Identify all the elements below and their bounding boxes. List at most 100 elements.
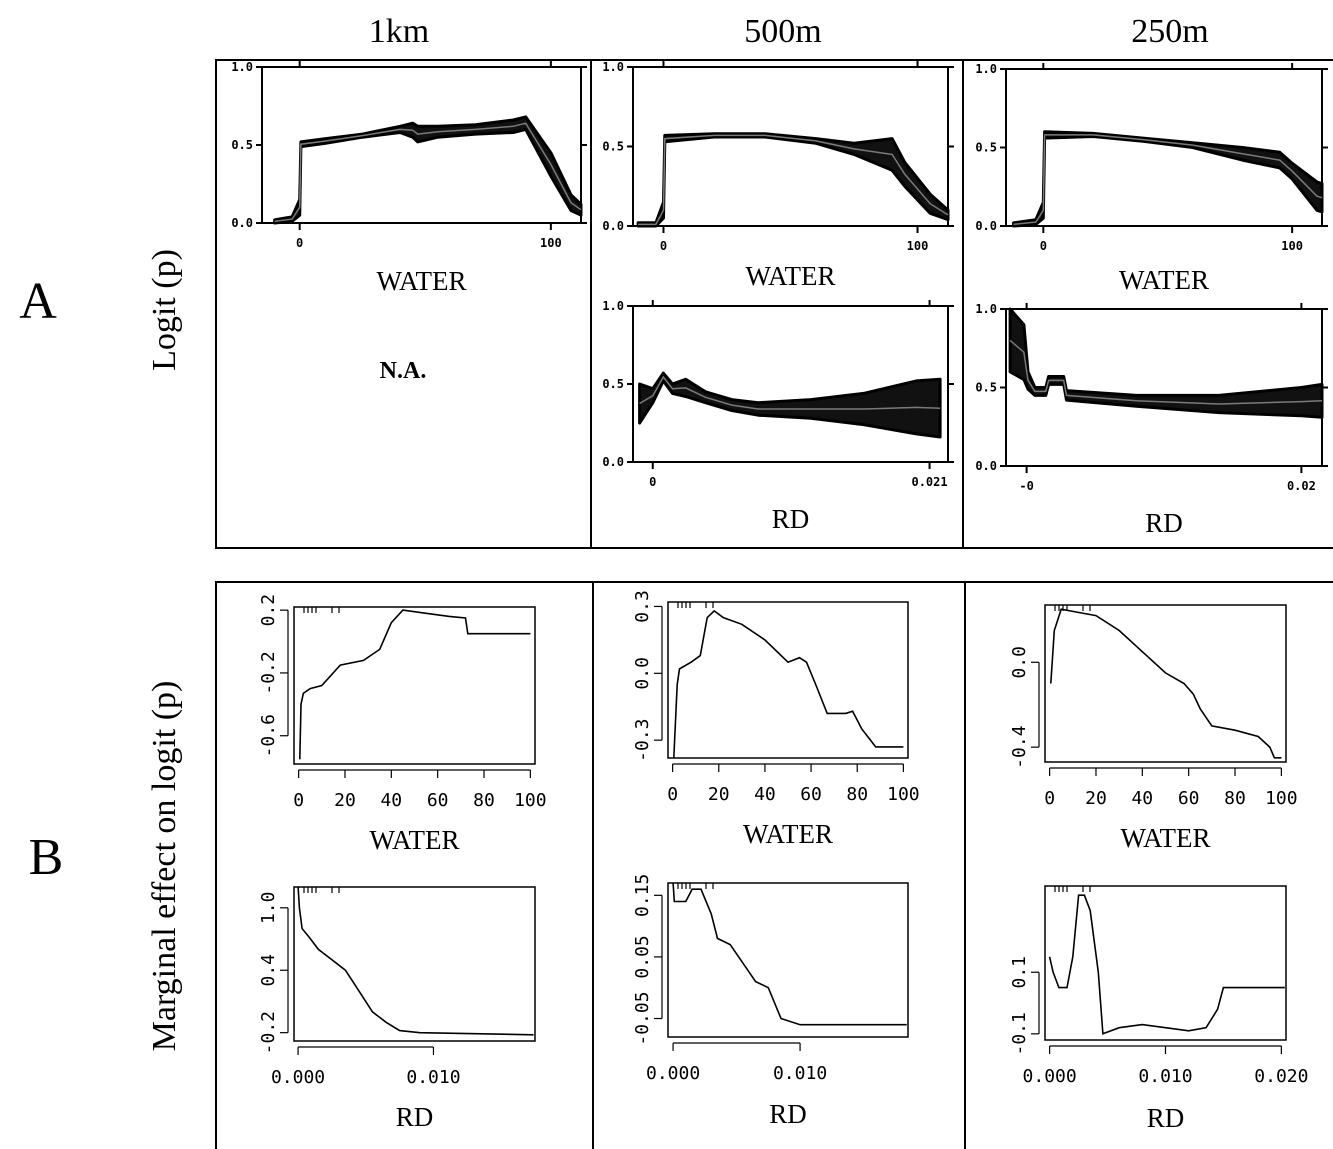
y-tick-label: 0.3: [632, 590, 653, 623]
plot-frame: [293, 886, 536, 1042]
row-b-ylabel: Marginal effect on logit (p): [146, 681, 183, 1052]
x-axis-label: WATER: [1121, 823, 1211, 853]
x-tick-label: 0: [660, 239, 667, 253]
x-tick-label: 0: [649, 475, 656, 489]
row-letter-b: B: [29, 829, 64, 886]
column-header-250m: 250m: [1131, 13, 1208, 50]
y-tick-label: 0.0: [975, 459, 997, 473]
x-tick-label: 80: [473, 790, 495, 811]
x-tick-label: 0.020: [1254, 1066, 1308, 1087]
y-tick-label: 1.0: [975, 62, 997, 76]
x-tick-label: 0.010: [406, 1067, 460, 1088]
x-tick-label: 20: [1085, 788, 1107, 809]
plot-frame: [1044, 604, 1287, 763]
x-tick-label: 0.02: [1287, 479, 1316, 493]
x-tick-label: 60: [800, 784, 822, 805]
chart-b-1km-water: -0.6 -0.2 0.2 0 20 40 60 80 100 WATER: [258, 594, 547, 855]
plot-frame: [293, 606, 536, 765]
y-tick-label: 0.0: [1009, 646, 1030, 679]
y-tick-label: 0.0: [602, 219, 624, 233]
y-tick-label: 0.0: [602, 455, 624, 469]
x-tick-label: 0: [293, 790, 304, 811]
x-tick-label: 0: [667, 784, 678, 805]
plot-frame: [1005, 308, 1323, 467]
ci-band: [273, 115, 583, 225]
y-tick-label: -0.3: [632, 718, 653, 761]
y-tick-label: 0.0: [975, 219, 997, 233]
row-letter-a: A: [19, 273, 57, 330]
x-axis-label: WATER: [370, 825, 460, 855]
x-axis-label: RD: [772, 504, 810, 534]
x-tick-label: 60: [1178, 788, 1200, 809]
x-tick-label: 40: [1131, 788, 1153, 809]
y-tick-label: 0.0: [632, 657, 653, 690]
x-tick-label: 100: [907, 239, 929, 253]
y-tick-label: -0.1: [1009, 1012, 1030, 1055]
x-tick-label: 100: [514, 790, 547, 811]
y-tick-label: -0.2: [258, 651, 279, 694]
x-tick-label: 80: [846, 784, 868, 805]
series-line: [299, 609, 531, 760]
series-line: [1048, 894, 1285, 1035]
y-tick-label: -0.6: [258, 714, 279, 757]
chart-a-250m-rd: 0.0 0.5 1.0 -0 0.02 RD: [975, 302, 1328, 538]
x-axis-label: RD: [1147, 1103, 1185, 1133]
chart-b-500m-water: -0.3 0.0 0.3 0 20 40 60 80 100 WATER: [632, 590, 920, 849]
y-tick-label: 0.5: [231, 138, 253, 152]
median-line: [1013, 134, 1323, 226]
y-tick-label: -0.05: [632, 991, 653, 1045]
y-tick-label: -0.4: [1009, 725, 1030, 768]
x-tick-label: 40: [754, 784, 776, 805]
ci-band: [1012, 130, 1324, 228]
na-text: N.A.: [380, 358, 427, 384]
y-tick-label: 1.0: [602, 60, 624, 74]
plot-frame: [1005, 68, 1323, 227]
x-axis-label: RD: [1145, 508, 1183, 538]
y-tick-label: 0.15: [632, 874, 653, 917]
x-axis-label: WATER: [1119, 265, 1209, 295]
column-header-500m: 500m: [744, 13, 821, 50]
x-axis-label: WATER: [746, 261, 836, 291]
plot-frame: [667, 882, 909, 1038]
x-tick-label: 0.000: [1023, 1066, 1077, 1087]
row-a-frame: [215, 59, 1333, 549]
x-tick-label: 60: [427, 790, 449, 811]
x-tick-label: 0: [296, 236, 303, 250]
y-tick-label: 0.5: [602, 140, 624, 154]
ci-band: [636, 132, 950, 228]
x-tick-label: 0: [1044, 788, 1055, 809]
plot-frame: [667, 601, 909, 759]
x-tick-label: 100: [540, 236, 562, 250]
x-tick-label: 100: [1281, 239, 1303, 253]
x-tick-label: 80: [1224, 788, 1246, 809]
chart-b-250m-water: -0.4 0.0 0 20 40 60 80 100 WATER: [1009, 604, 1298, 853]
x-tick-label: 0.010: [1138, 1066, 1192, 1087]
ci-band: [1008, 307, 1324, 419]
x-axis-label: RD: [396, 1102, 434, 1132]
x-tick-label: 0.010: [773, 1063, 827, 1084]
y-tick-label: 0.4: [258, 954, 279, 987]
y-tick-label: 0.1: [1009, 956, 1030, 989]
y-tick-label: 1.0: [231, 60, 253, 74]
median-line: [274, 122, 582, 223]
y-tick-label: 1.0: [975, 302, 997, 316]
x-tick-label: 0.000: [646, 1063, 700, 1084]
chart-b-250m-rd: -0.1 0.1 0.000 0.010 0.020 RD: [1009, 885, 1308, 1133]
x-axis-label: RD: [769, 1099, 807, 1129]
series-line: [297, 886, 534, 1036]
median-line: [638, 134, 949, 226]
chart-a-250m-water: 0.0 0.5 1.0 0 100 WATER: [975, 62, 1328, 295]
chart-a-500m-water: 0.0 0.5 1.0 0 100 WATER: [602, 60, 954, 291]
row-a-ylabel: Logit (p): [146, 249, 183, 371]
row-b-frame: [215, 581, 1333, 1149]
series-line: [673, 609, 904, 759]
x-tick-label: 0.021: [911, 475, 947, 489]
panel-frames: [215, 59, 1333, 1149]
x-axis-label: WATER: [743, 819, 833, 849]
median-line: [1009, 339, 1323, 405]
series-line: [672, 882, 907, 1026]
y-tick-label: -0.2: [258, 1011, 279, 1054]
x-tick-label: 100: [1265, 788, 1298, 809]
